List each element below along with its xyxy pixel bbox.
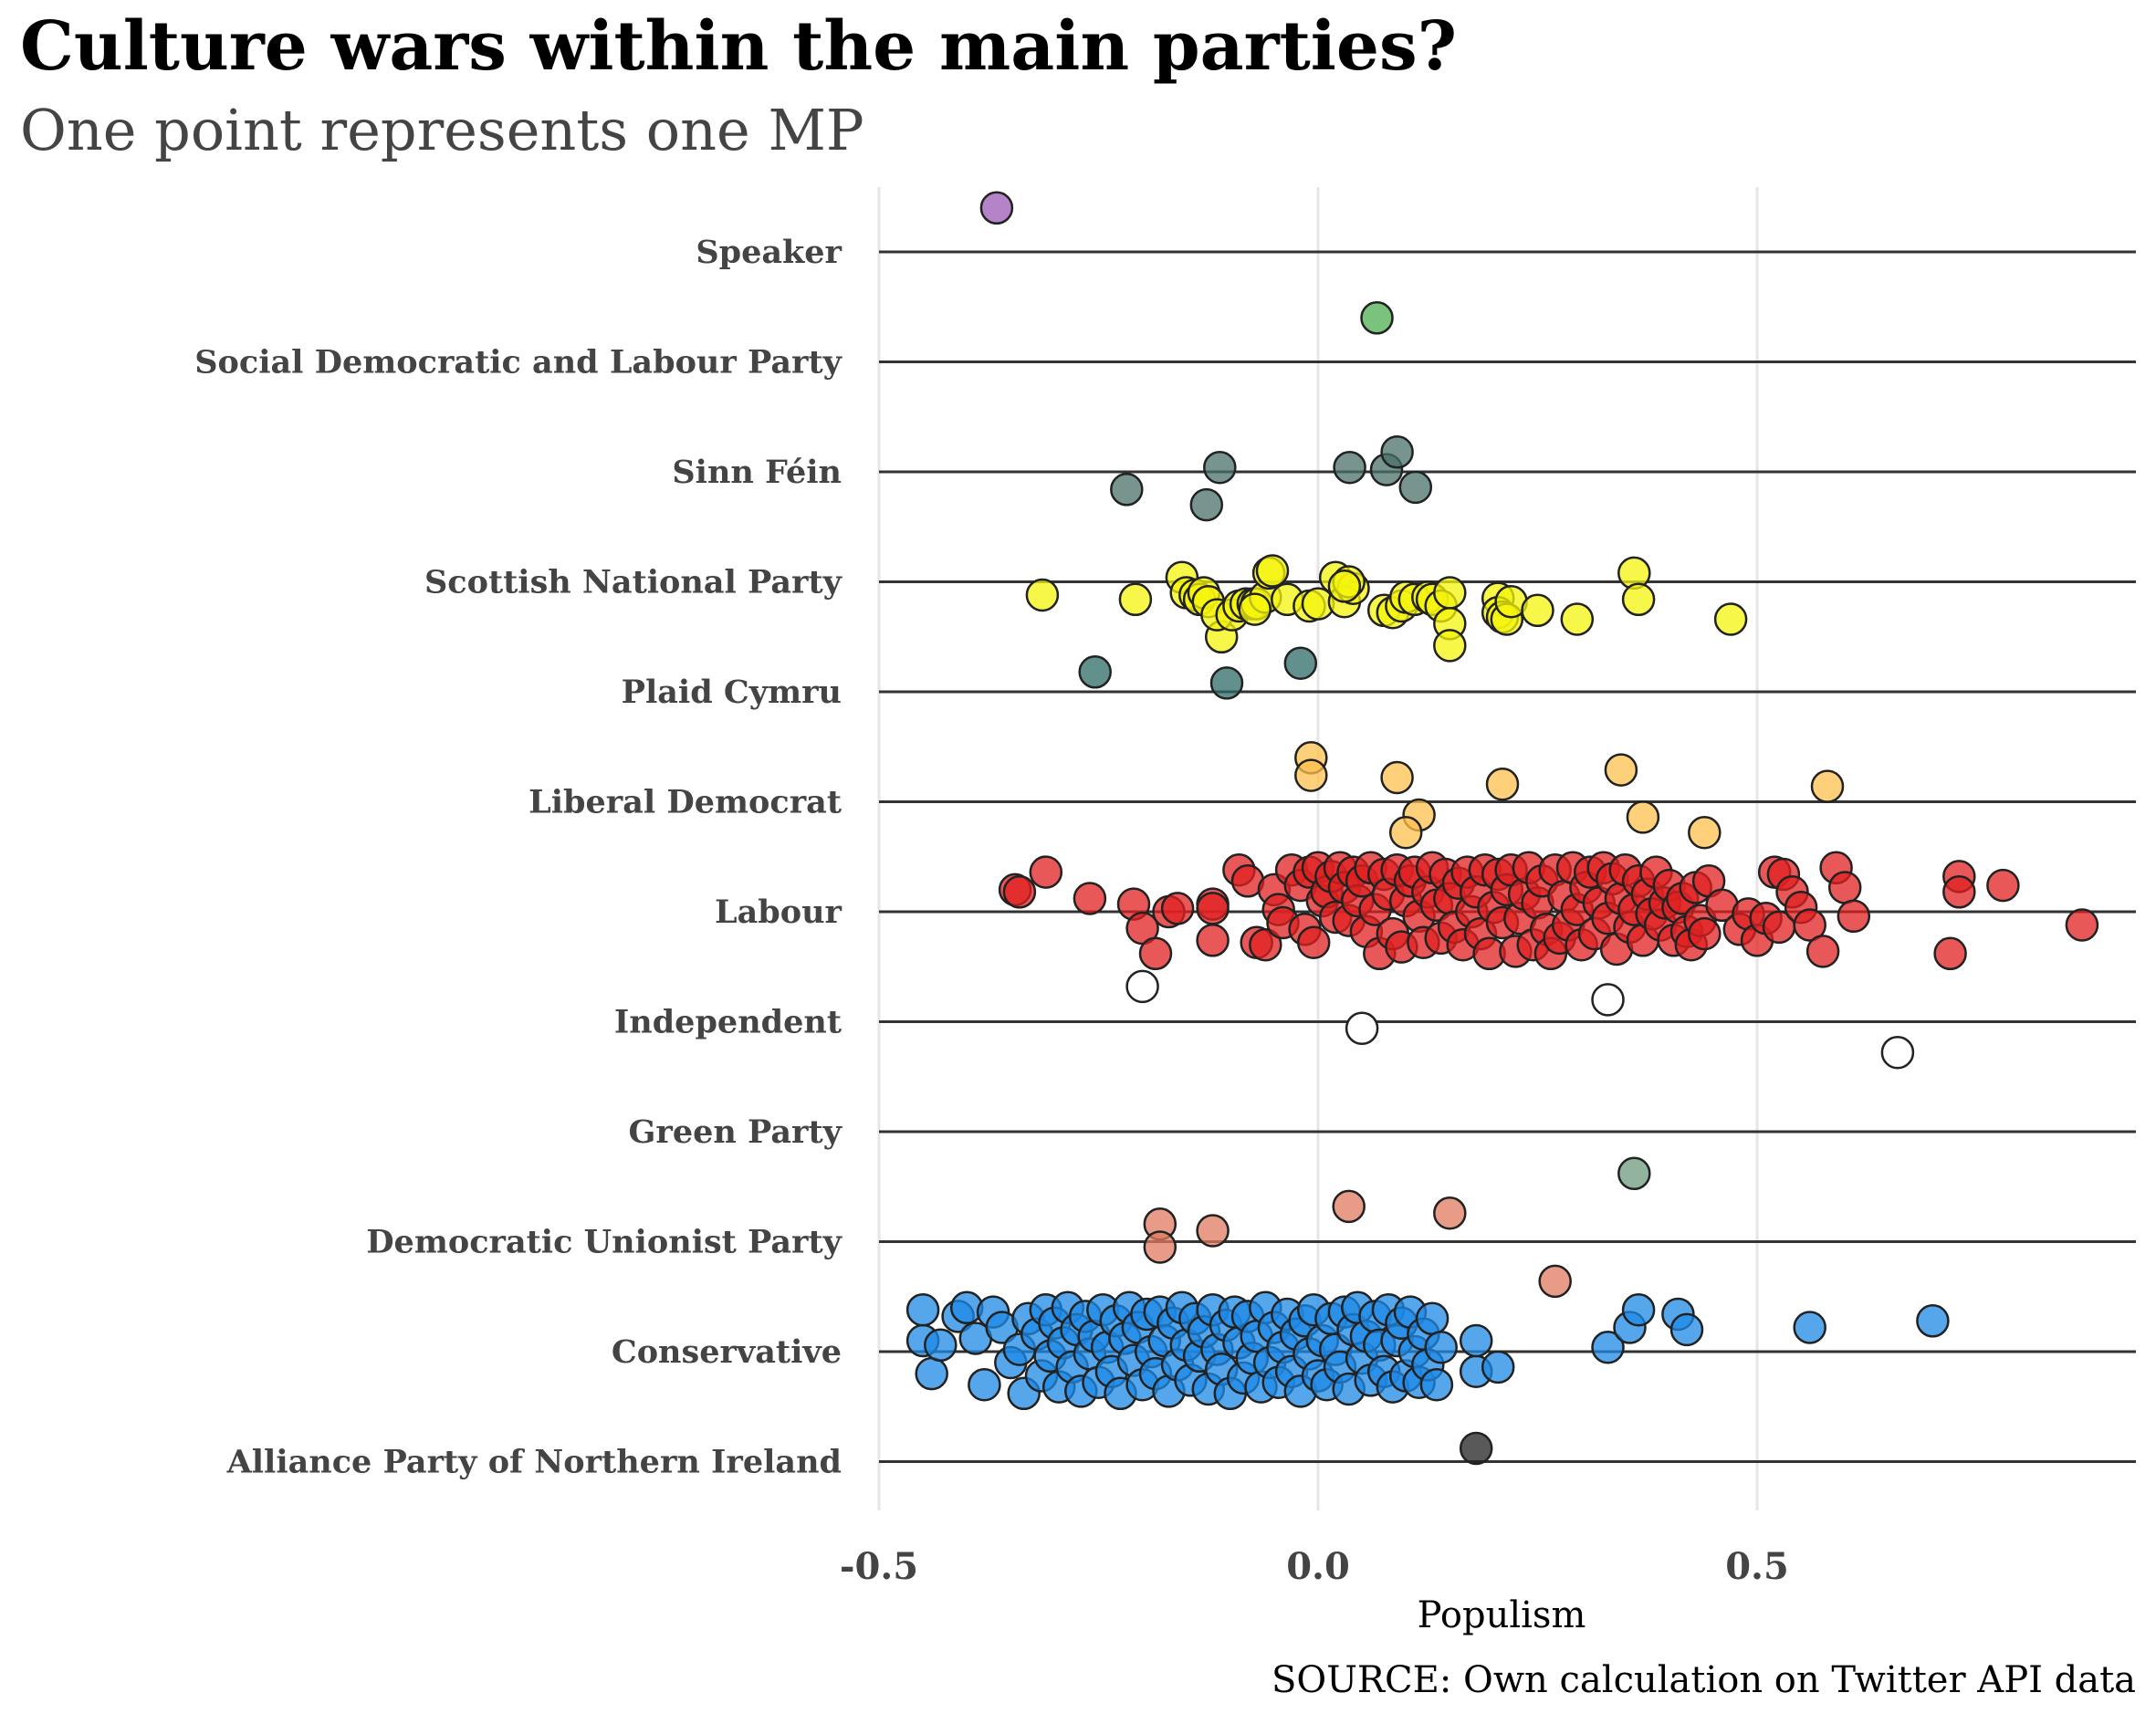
point-democratic-unionist-party: [1538, 1264, 1572, 1299]
y-axis-labels: Speaker Social Democratic and Labour Part…: [194, 234, 843, 1481]
point-labour: [1296, 925, 1331, 959]
y-label-conservative: Conservative: [612, 1333, 842, 1371]
point-independent: [1125, 969, 1159, 1004]
point-conservative: [1621, 1292, 1656, 1327]
point-sinn-fein: [1203, 450, 1237, 485]
point-liberal-democrat: [1388, 815, 1423, 850]
point-liberal-democrat: [1688, 815, 1722, 850]
point-independent: [1880, 1035, 1915, 1070]
point-scottish-national-party: [1433, 629, 1467, 663]
point-labour: [1073, 882, 1107, 915]
point-labour: [1933, 936, 1967, 971]
point-conservative: [1481, 1350, 1515, 1384]
point-scottish-national-party: [1560, 602, 1595, 636]
point-scottish-national-party: [1238, 592, 1272, 626]
source-caption: SOURCE: Own calculation on Twitter API d…: [1272, 1659, 2136, 1701]
point-conservative: [1669, 1312, 1704, 1347]
point-conservative: [905, 1292, 940, 1327]
point-sinn-fein: [1333, 450, 1366, 485]
point-social-democratic-and-labour-party: [1360, 301, 1394, 335]
point-labour: [1688, 916, 1722, 951]
x-axis-ticks: -0.5 0.0 0.5: [840, 1545, 1789, 1588]
point-liberal-democrat: [1294, 758, 1328, 792]
point-labour: [1002, 875, 1037, 909]
point-alliance-party-of-northern-ireland: [1459, 1431, 1493, 1466]
point-independent: [1591, 983, 1625, 1017]
point-scottish-national-party: [1025, 578, 1060, 612]
y-label-democratic-unionist-party: Democratic Unionist Party: [366, 1224, 843, 1261]
point-conservative: [1424, 1330, 1458, 1364]
y-label-liberal-democrat: Liberal Democrat: [529, 784, 842, 821]
point-labour: [1986, 868, 2020, 903]
point-sinn-fein: [1398, 470, 1433, 505]
point-labour: [1837, 899, 1871, 934]
x-axis-label: Populism: [1418, 1594, 1586, 1636]
category-lines: [879, 250, 2136, 1463]
point-labour: [1029, 855, 1063, 889]
point-conservative: [1916, 1304, 1950, 1338]
point-liberal-democrat: [1485, 767, 1520, 801]
point-conservative: [1415, 1301, 1450, 1336]
point-labour: [1249, 927, 1282, 962]
y-label-plaid-cymru: Plaid Cymru: [622, 674, 842, 711]
point-democratic-unionist-party: [1196, 1214, 1230, 1248]
y-label-labour: Labour: [715, 893, 843, 931]
chart-title: Culture wars within the main parties?: [20, 7, 1457, 86]
point-scottish-national-party: [1713, 602, 1748, 636]
point-labour: [1138, 936, 1173, 971]
point-independent: [1345, 1011, 1379, 1045]
point-scottish-national-party: [1521, 593, 1554, 628]
point-labour: [1793, 908, 1826, 942]
point-scottish-national-party: [1118, 582, 1153, 617]
point-conservative: [1419, 1367, 1454, 1402]
point-labour: [1196, 892, 1230, 925]
point-liberal-democrat: [1626, 800, 1660, 834]
point-liberal-democrat: [1380, 760, 1414, 795]
y-label-green-party: Green Party: [629, 1113, 843, 1151]
point-speaker: [979, 191, 1014, 225]
point-labour: [1805, 935, 1840, 968]
point-conservative: [915, 1356, 948, 1391]
point-labour: [1196, 924, 1230, 957]
point-sinn-fein: [1380, 435, 1414, 469]
point-sinn-fein: [1189, 487, 1224, 522]
point-labour: [1942, 875, 1976, 909]
vertical-gridlines: [877, 187, 1759, 1510]
point-plaid-cymru: [1078, 655, 1112, 689]
point-plaid-cymru: [1283, 646, 1318, 680]
data-points: [905, 191, 2099, 1466]
point-scottish-national-party: [1255, 554, 1290, 588]
point-democratic-unionist-party: [1143, 1230, 1177, 1264]
point-conservative: [1793, 1311, 1826, 1344]
x-tick-label: 0.0: [1286, 1545, 1350, 1588]
point-liberal-democrat: [1810, 769, 1845, 803]
y-label-scottish-national-party: Scottish National Party: [424, 564, 843, 601]
chart-subtitle: One point represents one MP: [20, 97, 864, 163]
y-label-independent: Independent: [614, 1004, 842, 1041]
point-scottish-national-party: [1327, 569, 1362, 603]
y-label-speaker: Speaker: [696, 234, 842, 271]
y-label-sinn-fein: Sinn Féin: [672, 454, 842, 491]
point-labour: [1160, 892, 1195, 925]
point-green-party: [1617, 1156, 1651, 1191]
point-democratic-unionist-party: [1433, 1196, 1467, 1230]
point-liberal-democrat: [1604, 753, 1638, 787]
point-plaid-cymru: [1209, 666, 1244, 700]
y-label-social-democratic-and-labour-party: Social Democratic and Labour Party: [194, 344, 843, 381]
point-scottish-national-party: [1621, 582, 1656, 617]
point-conservative: [1591, 1330, 1625, 1364]
x-tick-label: 0.5: [1725, 1545, 1789, 1588]
point-democratic-unionist-party: [1332, 1189, 1366, 1224]
point-sinn-fein: [1110, 473, 1144, 507]
point-conservative: [1459, 1323, 1493, 1358]
point-scottish-national-party: [1433, 576, 1467, 610]
point-labour: [1827, 871, 1862, 904]
y-label-alliance-party-of-northern-ireland: Alliance Party of Northern Ireland: [226, 1444, 842, 1481]
x-tick-label: -0.5: [840, 1545, 918, 1588]
point-conservative: [924, 1328, 958, 1363]
point-labour: [2065, 908, 2099, 942]
point-conservative: [968, 1367, 1001, 1402]
